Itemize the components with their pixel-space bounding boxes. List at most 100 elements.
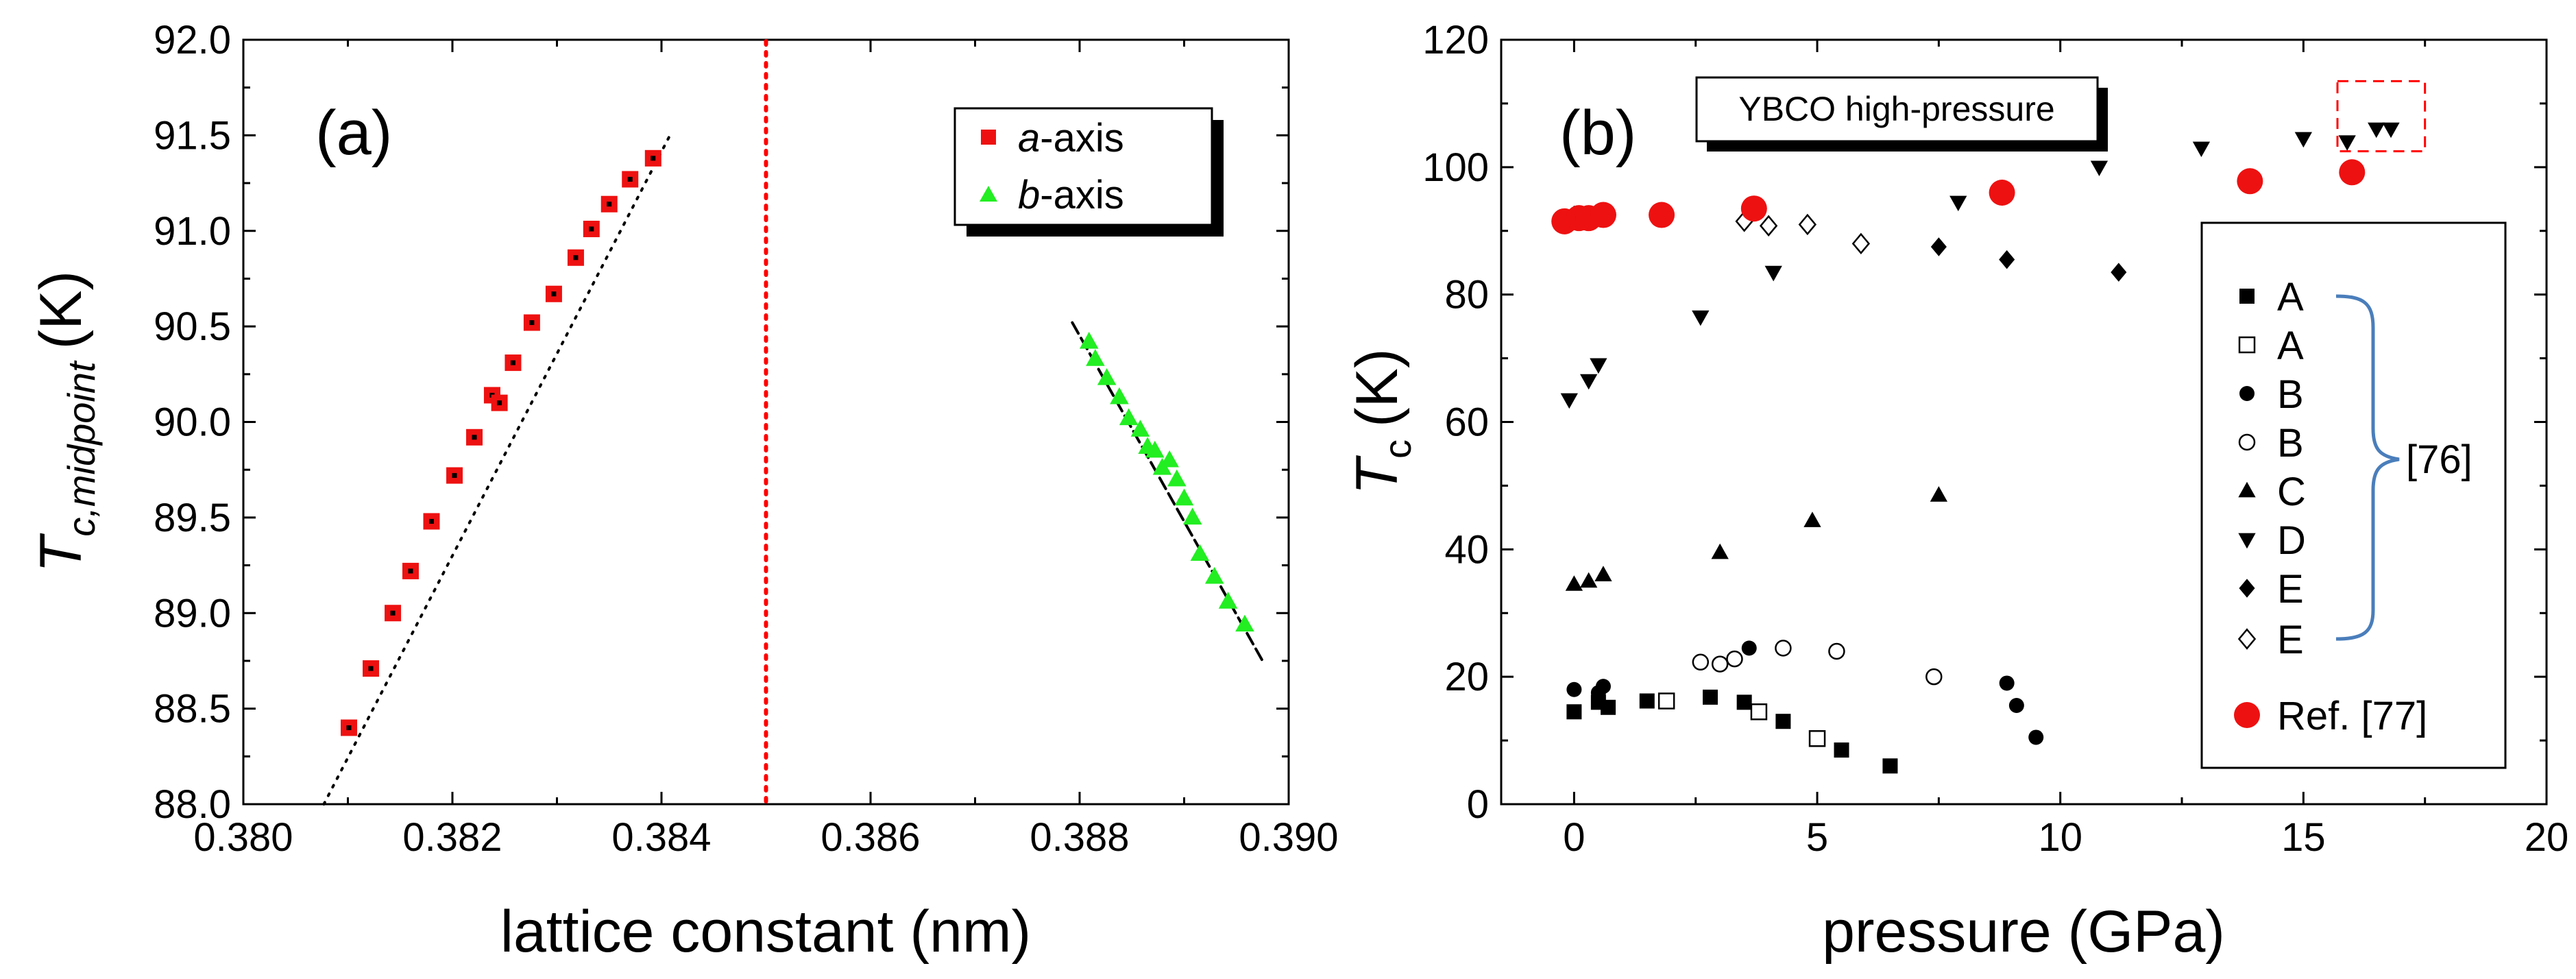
panel-b-point-series-5: [1560, 393, 1578, 409]
panel-b-legend-label-3: B: [2277, 421, 2304, 466]
panel-a-point-center: [408, 568, 413, 574]
panel-a-point-center: [368, 666, 374, 671]
panel-b-legend-marker-5: [2238, 533, 2256, 549]
panel-b-point-series-4: [1803, 511, 1821, 527]
panel-a-point-center: [510, 360, 515, 365]
panel-a-y-tick-label: 91.5: [154, 113, 231, 158]
panel-a-y-tick-label: 91.0: [154, 209, 231, 254]
panel-b-x-axis-title: pressure (GPa): [1822, 899, 2225, 965]
panel-b-point-series-4: [1930, 486, 1948, 502]
panel-b-point-series-4: [1565, 575, 1583, 591]
panel-b-point-series-5: [1692, 310, 1710, 326]
panel-b-y-axis-title-main: T: [1344, 455, 1410, 495]
panel-b-legend-label-2: B: [2277, 372, 2304, 417]
panel-b-y-tick-label: 20: [1444, 655, 1489, 699]
panel-b-point-series-2: [2008, 697, 2024, 713]
legend-a-axis-marker: [981, 130, 996, 145]
panel-b-legend-label-8: Ref. [77]: [2277, 694, 2427, 738]
panel-a-legend-box: [953, 107, 1213, 226]
legend-b-axis-marker: [980, 186, 997, 202]
panel-b-legend-label-6: E: [2277, 567, 2304, 612]
panel-b: (b) pressure (GPa) Tc (K) 0 5 10 15 20 0 20 40 60…: [1344, 18, 2568, 965]
panel-b-legend-marker-3: [2238, 433, 2256, 451]
panel-b-point-series-0: [1775, 714, 1791, 729]
panel-a-point-center: [651, 156, 656, 161]
panel-a-point-b-axis: [1079, 332, 1099, 349]
panel-a-y-axis-title-unit: (K): [28, 271, 94, 350]
panel-b-point-series-3: [1711, 655, 1729, 673]
panel-b-point-series-0: [1566, 704, 1582, 720]
panel-b-point-series-0: [1736, 694, 1752, 710]
panel-b-point-series-6: [1930, 237, 1947, 256]
panel-a-y-tick-label: 88.0: [154, 782, 231, 827]
panel-b-point-series-7: [1798, 213, 1817, 236]
panel-b-point-series-7: [1851, 232, 1871, 255]
panel-b-legend-marker-8: [2234, 702, 2260, 728]
panel-b-legend-marker-7: [2237, 628, 2257, 650]
panel-b-x-tick-label: 20: [2525, 815, 2569, 860]
panel-b-legend-label-4: C: [2277, 470, 2306, 514]
panel-b-legend-marker-6: [2239, 579, 2255, 598]
panel-a-x-tick-label: 0.380: [193, 815, 293, 860]
panel-b-point-series-5: [2338, 135, 2356, 151]
panel-a-point-b-axis: [1190, 544, 1210, 561]
panel-a-point-b-axis: [1235, 614, 1254, 632]
panel-b-point-series-3: [1828, 642, 1845, 660]
panel-a-x-tick-label: 0.390: [1239, 815, 1338, 860]
panel-a-label: (a): [315, 98, 392, 168]
panel-b-point-series-3: [1775, 640, 1792, 657]
panel-b-point-series-5: [2192, 141, 2211, 158]
panel-b-legend-marker-2: [2239, 386, 2255, 401]
panel-a-point-b-axis: [1182, 507, 1202, 525]
panel-b-point-series-3: [1925, 668, 1943, 686]
panel-a-y-tick-label: 89.0: [154, 591, 231, 636]
panel-a-point-b-axis: [1145, 440, 1165, 458]
panel-b-y-tick-label: 100: [1422, 145, 1489, 190]
panel-b-point-series-2: [1741, 640, 1757, 656]
panel-b-y-axis-title-unit: (K): [1344, 348, 1410, 427]
panel-a-x-tick-label: 0.382: [402, 815, 502, 860]
panel-a-point-b-axis: [1097, 367, 1117, 385]
panel-b-x-tick-label: 10: [2038, 815, 2082, 860]
panel-b-legend-marker-0: [2239, 289, 2255, 304]
panel-a-legend: a-axis b-axis: [953, 107, 1224, 237]
panel-b-point-series-4: [1580, 572, 1598, 588]
panel-b-point-series-5: [2090, 160, 2109, 177]
panel-b-point-series-7: [1759, 215, 1778, 237]
panel-b-point-series-5: [1590, 358, 1607, 374]
panel-b-y-tick-label: 80: [1444, 273, 1489, 317]
panel-b-highlight-box: [2336, 80, 2427, 153]
panel-b-point-series-6: [2111, 263, 2127, 282]
panel-a-point-center: [589, 226, 594, 232]
panel-b-point-series-2: [1999, 675, 2015, 691]
panel-a-point-center: [529, 320, 535, 326]
panel-a-y-tick-label: 92.0: [154, 18, 231, 62]
panel-b-legend-label-7: E: [2277, 618, 2304, 662]
panel-b-bracket: [2335, 294, 2400, 641]
panel-a-x-tick-label: 0.386: [821, 815, 920, 860]
panel-b-point-series-8: [2237, 168, 2263, 195]
panel-b-point-series-5: [1949, 195, 1967, 212]
panel-a-point-b-axis: [1167, 469, 1187, 487]
panel-a-y-axis-title: Tc,midpoint (K): [28, 271, 103, 572]
panel-b-legend-marker-1: [2238, 336, 2256, 354]
panel-a-y-tick-label: 88.5: [154, 687, 231, 732]
panel-a-point-b-axis: [1119, 408, 1139, 426]
panel-b-point-series-4: [1594, 566, 1612, 581]
panel-b-point-series-0: [1601, 699, 1616, 715]
panel-a: (a) lattice constant (nm) Tc,midpoint (K)…: [28, 18, 1339, 965]
panel-b-bracket-label: [76]: [2406, 437, 2472, 482]
panel-b-inset-title-text: YBCO high-pressure: [1738, 90, 2054, 128]
panel-b-point-series-5: [1580, 374, 1598, 390]
panel-a-point-b-axis: [1130, 420, 1150, 437]
panel-b-label: (b): [1559, 98, 1636, 168]
panel-b-point-series-8: [1989, 180, 2015, 206]
panel-b-point-series-0: [1639, 693, 1655, 709]
panel-a-point-center: [346, 725, 352, 730]
panel-b-point-series-1: [1657, 692, 1675, 710]
panel-a-point-b-axis: [1204, 566, 1224, 584]
panel-b-y-tick-label: 60: [1444, 400, 1489, 445]
panel-a-point-b-axis: [1086, 349, 1105, 366]
panel-a-x-tick-label: 0.384: [611, 815, 711, 860]
